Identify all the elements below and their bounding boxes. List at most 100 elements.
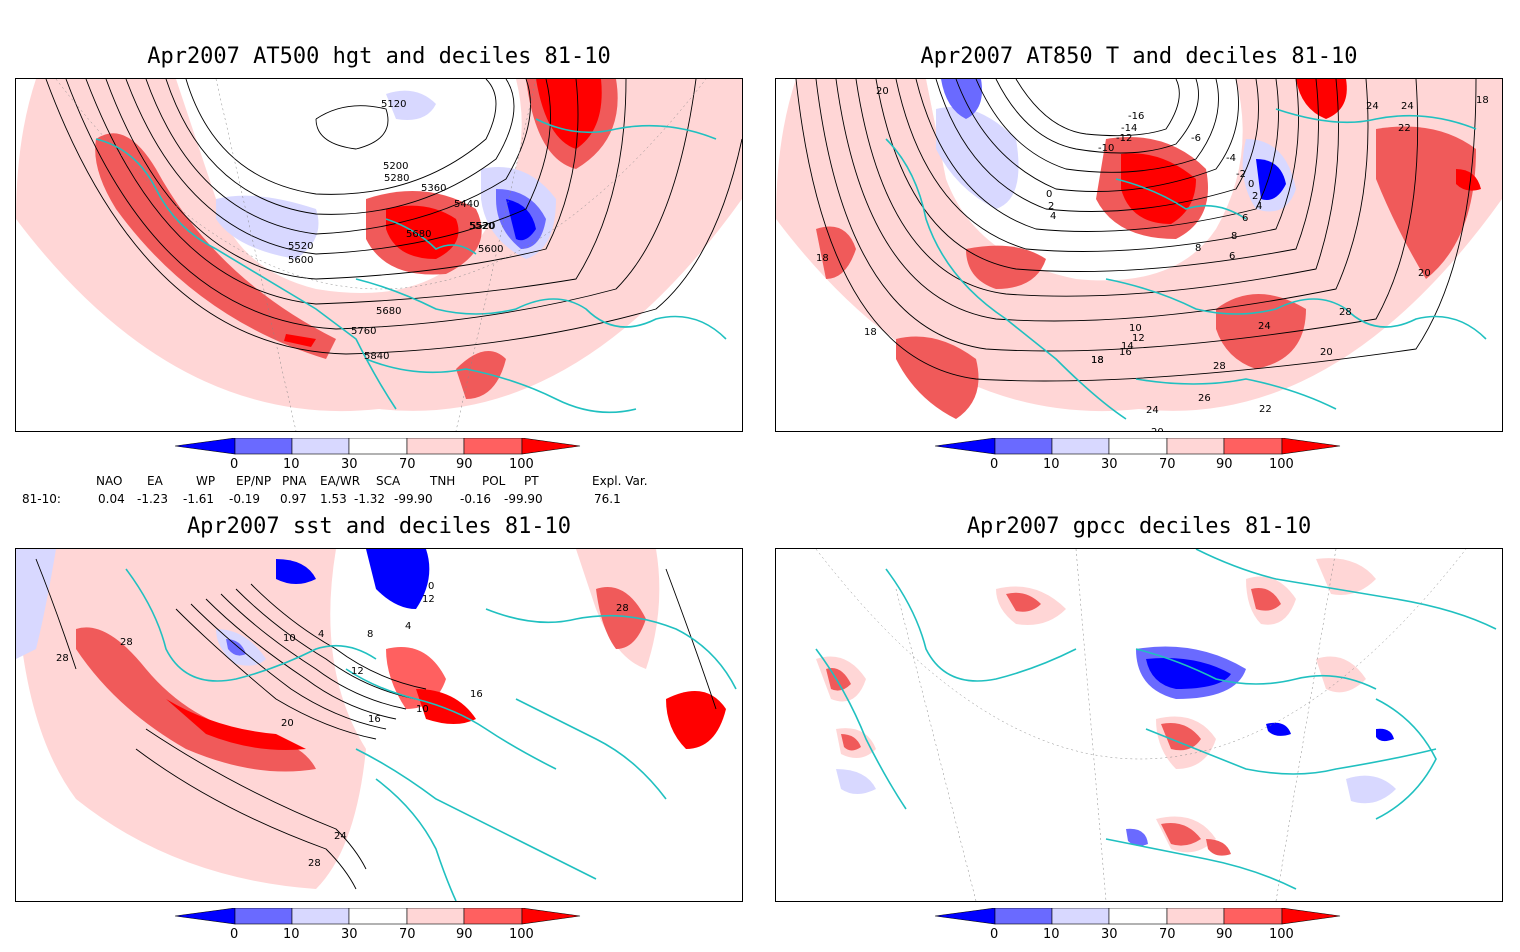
contour-label: 28 [56,653,69,664]
colorbar-tick: 30 [341,457,358,472]
contour-label: 18 [1091,355,1104,366]
index-value: -1.61 [183,492,215,506]
colorbar: 0 10 30 70 90 100 [174,437,595,478]
index-value: -0.19 [229,492,261,506]
contour-label: 6 [1229,251,1235,262]
contour-label: 14 [1121,341,1134,352]
colorbar-tick: 90 [456,927,473,942]
contour-label: -16 [1128,111,1144,122]
index-value: -99.90 [394,492,433,506]
index-header: NAO [96,474,123,488]
colorbar-tick: 0 [990,927,998,942]
index-header: SCA [376,474,401,488]
colorbar-tick: 90 [1216,457,1233,472]
colorbar-tick: 70 [1159,457,1176,472]
contour-label: 24 [1401,101,1414,112]
panel-title: Apr2007 sst and deciles 81-10 [186,514,572,539]
contour-label: 5520 [469,221,494,232]
contour-label: -2 [1236,169,1246,180]
map-canvas: 5120 5200 5280 5360 5440 5520 5600 5520 … [16,79,742,431]
contour-label: 5600 [478,244,503,255]
index-header: EA [147,474,163,488]
contour-label: 4 [1050,211,1056,222]
colorbar-tick: 100 [509,457,534,472]
colorbar-tick: 10 [283,927,300,942]
index-header: EP/NP [236,474,272,488]
contour-label: 5520 [288,241,313,252]
contour-labels: 28 28 20 10 4 8 4 12 16 10 12 16 28 24 2… [56,581,629,869]
contour-label: 5840 [364,351,389,362]
map-gpcc [775,548,1503,902]
colorbar-tick: 90 [1216,927,1233,942]
contour-label: 12 [351,666,364,677]
map-canvas [776,549,1502,901]
map-at500-hgt: 5120 5200 5280 5360 5440 5520 5600 5520 … [15,78,743,432]
contour-label: 20 [876,86,889,97]
contour-label: 5280 [384,173,409,184]
contour-label: -10 [1098,143,1114,154]
contour-label: 18 [864,327,877,338]
index-value: 0.04 [98,492,125,506]
contour-label: 20 [281,718,294,729]
contour-label: 24 [1366,101,1379,112]
contour-label: 5760 [351,326,376,337]
colorbar-tick: 70 [399,927,416,942]
contour-label: 8 [1195,243,1201,254]
contour-label: -4 [1226,153,1236,164]
panel-title: Apr2007 AT850 T and deciles 81-10 [920,44,1358,69]
contour-label: 12 [422,594,435,605]
colorbar-tick: 30 [1101,457,1118,472]
colorbar: 0 10 30 70 90 100 [934,907,1355,948]
colorbar-tick: 0 [230,927,238,942]
map-canvas: 20 18 18 18 -16 -14 -12 -10 -6 -4 -2 0 2… [776,79,1502,431]
contour-label: 5680 [406,229,431,240]
index-value: 0.97 [280,492,307,506]
contour-label: 16 [470,689,483,700]
map-canvas: 28 28 20 10 4 8 4 12 16 10 12 16 28 24 2… [16,549,742,901]
colorbar-tick: 0 [230,457,238,472]
colorbar-tick: 30 [1101,927,1118,942]
colorbar-tick: 100 [1269,457,1294,472]
colorbar-tick: 100 [1269,927,1294,942]
contour-label: 18 [1091,355,1104,366]
contour-label: 2 [1048,201,1054,212]
contour-label: 8 [367,629,373,640]
colorbar-tick: 70 [1159,927,1176,942]
index-value: -0.16 [460,492,492,506]
contour-label: 10 [1129,323,1142,334]
index-row-label: 81-10: [22,492,61,506]
contour-label: 28 [120,637,133,648]
contour-label: 28 [308,858,321,869]
colorbar-tick: 0 [990,457,998,472]
index-value: 1.53 [320,492,347,506]
contour-label: 18 [816,253,829,264]
index-header: PNA [282,474,307,488]
contour-label: 24 [1146,405,1159,416]
index-header: Expl. Var. [592,474,648,488]
colorbar-tick: 30 [341,927,358,942]
contour-labels: 5120 5200 5280 5360 5440 5520 5600 5520 … [288,99,503,362]
colorbar-tick: 90 [456,457,473,472]
contour-label: 10 [416,704,429,715]
contour-label: 5120 [381,99,406,110]
contour-label: 5600 [288,255,313,266]
panel-title: Apr2007 AT500 hgt and deciles 81-10 [147,44,611,69]
contour-label: 4 [318,629,324,640]
contour-label: 5680 [376,306,401,317]
map-at850-t: 20 18 18 18 -16 -14 -12 -10 -6 -4 -2 0 2… [775,78,1503,432]
contour-label: 0 [1248,179,1254,190]
contour-label: 4 [405,621,411,632]
contour-label: -6 [1191,133,1201,144]
contour-label: 12 [1132,333,1145,344]
index-value: -99.90 [504,492,543,506]
contour-label: 28 [1339,307,1352,318]
contour-label: 5200 [383,161,408,172]
contour-label: 16 [1119,347,1132,358]
contour-label: 6 [1242,213,1248,224]
index-value: -1.23 [137,492,169,506]
colorbar-tick: 10 [283,457,300,472]
contour-label: 5360 [421,183,446,194]
contour-label: 24 [1258,321,1271,332]
contour-label: 18 [1476,95,1489,106]
contour-label: 2 [1252,191,1258,202]
